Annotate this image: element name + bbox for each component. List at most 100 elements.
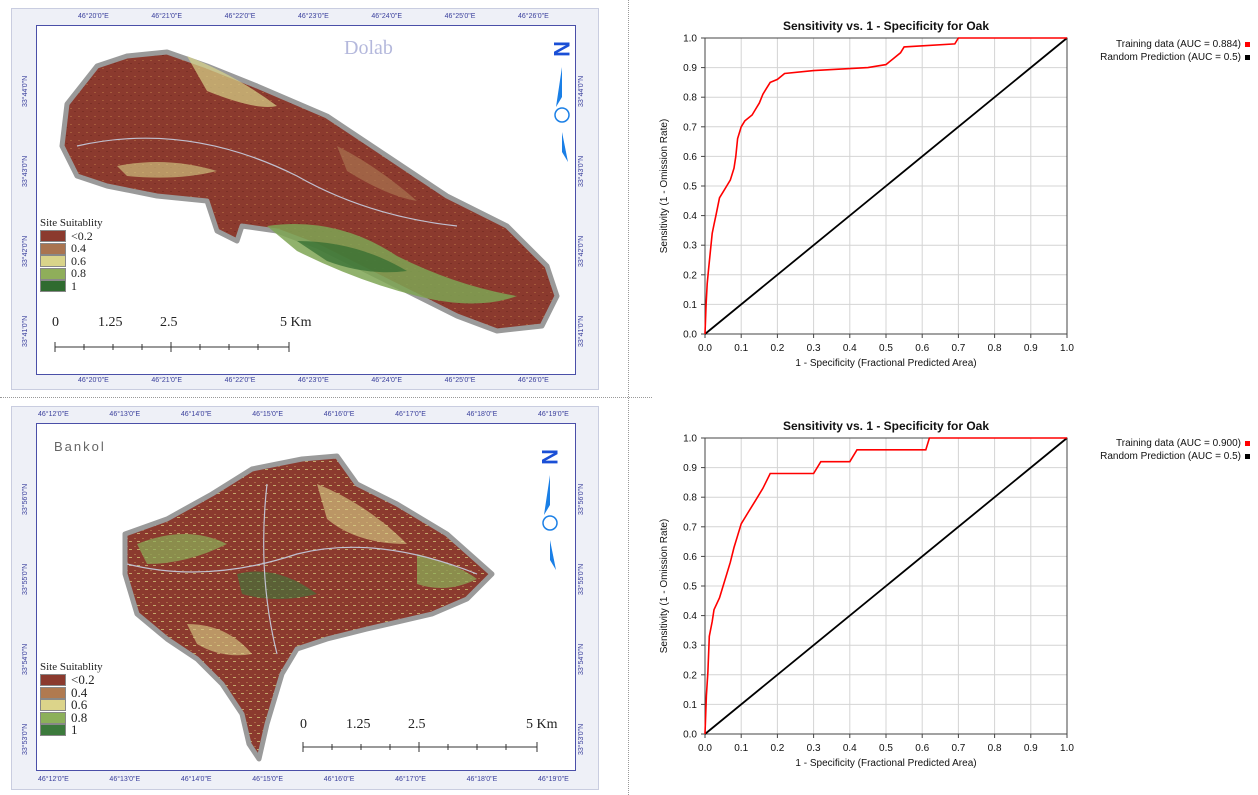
scale-label: 2.5 bbox=[160, 315, 178, 330]
coordinate-label: 46°24'0"E bbox=[371, 13, 403, 20]
legend-item: 0.4 bbox=[40, 684, 103, 700]
legend-entry: Training data (AUC = 0.900) bbox=[1100, 437, 1250, 450]
y-axis-label: Sensitivity (1 - Omission Rate) bbox=[659, 119, 670, 253]
x-tick-label: 0.3 bbox=[807, 343, 821, 354]
coordinate-label: 46°24'0"E bbox=[371, 377, 403, 384]
y-tick-label: 0.0 bbox=[683, 730, 697, 741]
legend-swatch bbox=[40, 242, 66, 255]
legend-item: 1 bbox=[40, 279, 103, 293]
legend-swatch bbox=[40, 711, 66, 724]
map-bankol-legend: Site Suitablity <0.2 0.4 0.6 0.8 1 bbox=[40, 661, 103, 737]
north-arrow-icon: N bbox=[549, 41, 574, 162]
x-tick-label: 0.1 bbox=[734, 343, 748, 354]
legend-label: <0.2 bbox=[71, 228, 93, 243]
coordinate-label: 46°19'0"E bbox=[538, 776, 569, 783]
coordinate-label: 33°53'0"N bbox=[22, 723, 29, 755]
coordinate-label: 33°41'0"N bbox=[578, 315, 585, 347]
y-tick-label: 0.7 bbox=[683, 522, 697, 533]
y-axis-label: Sensitivity (1 - Omission Rate) bbox=[659, 519, 670, 653]
legend-swatch bbox=[40, 255, 66, 268]
north-arrow-icon: N bbox=[537, 449, 562, 570]
legend-entry: Random Prediction (AUC = 0.5) bbox=[1100, 51, 1250, 64]
svg-text:N: N bbox=[537, 449, 562, 465]
coordinate-label: 33°56'0"N bbox=[578, 483, 585, 515]
coordinate-label: 33°44'0"N bbox=[22, 75, 29, 107]
x-tick-label: 1.0 bbox=[1060, 743, 1074, 754]
coordinate-label: 46°26'0"E bbox=[518, 377, 549, 384]
x-tick-label: 0.5 bbox=[879, 743, 893, 754]
series-line-training bbox=[704, 437, 1067, 735]
coordinate-label: 33°54'0"N bbox=[578, 643, 585, 675]
coordinate-label: 46°14'0"E bbox=[180, 411, 212, 418]
series-line-random bbox=[704, 437, 1068, 735]
x-tick-label: 0.8 bbox=[988, 343, 1002, 354]
y-tick-label: 1.0 bbox=[683, 434, 697, 445]
coordinate-label: 46°16'0"E bbox=[323, 776, 355, 783]
legend-swatch bbox=[1245, 55, 1250, 60]
coordinate-label: 46°20'0"E bbox=[78, 13, 109, 20]
series-line-training bbox=[704, 37, 1067, 335]
y-tick-label: 0.7 bbox=[683, 122, 697, 133]
legend-label: 1 bbox=[71, 722, 78, 738]
coordinate-label: 46°15'0"E bbox=[252, 411, 284, 418]
map-dolab-frame: Dolab N Site Suitablity <0.2 0.4 0.6 0.8 1 0… bbox=[11, 8, 599, 390]
x-tick-label: 1.0 bbox=[1060, 343, 1074, 354]
scale-label: 1.25 bbox=[346, 717, 371, 732]
legend-item: 0.8 bbox=[40, 709, 103, 725]
legend-swatch bbox=[1245, 441, 1250, 446]
legend-title: Site Suitablity bbox=[40, 661, 103, 673]
legend-label: Training data (AUC = 0.900) bbox=[1116, 438, 1241, 449]
roc-chart-bottom: Sensitivity vs. 1 - Specificity for Oak 0… bbox=[659, 419, 1074, 769]
y-tick-label: 0.3 bbox=[683, 241, 697, 252]
coordinate-label: 46°22'0"E bbox=[224, 377, 256, 384]
roc-bottom-legend: Training data (AUC = 0.900) Random Predic… bbox=[1100, 437, 1250, 463]
chart-title: Sensitivity vs. 1 - Specificity for Oak bbox=[783, 419, 989, 433]
coordinate-label: 46°13'0"E bbox=[109, 411, 141, 418]
map-dolab-neatline bbox=[36, 25, 576, 375]
y-tick-label: 0.6 bbox=[683, 152, 697, 163]
legend-label: Random Prediction (AUC = 0.5) bbox=[1100, 451, 1241, 462]
scale-label: 2.5 bbox=[408, 717, 426, 732]
map-bankol-neatline bbox=[36, 423, 576, 771]
legend-label: 0.4 bbox=[71, 684, 88, 700]
coordinate-label: 46°20'0"E bbox=[78, 377, 109, 384]
legend-item: 0.6 bbox=[40, 254, 103, 268]
coordinate-label: 46°23'0"E bbox=[298, 377, 329, 384]
legend-item: 0.8 bbox=[40, 266, 103, 280]
x-tick-label: 0.0 bbox=[698, 343, 712, 354]
y-tick-label: 0.5 bbox=[683, 582, 697, 593]
x-tick-label: 0.5 bbox=[879, 343, 893, 354]
x-tick-label: 0.4 bbox=[843, 743, 857, 754]
coordinate-label: 46°12'0"E bbox=[38, 776, 69, 783]
y-tick-label: 0.6 bbox=[683, 552, 697, 563]
legend-label: 0.8 bbox=[71, 709, 88, 725]
y-tick-label: 0.5 bbox=[683, 182, 697, 193]
map-bankol-frame: Bankol N Site Suitablity <0.2 0.4 0.6 0.8 1 … bbox=[11, 406, 599, 790]
coordinate-label: 33°43'0"N bbox=[578, 155, 585, 187]
x-tick-label: 0.1 bbox=[734, 743, 748, 754]
y-tick-label: 0.2 bbox=[683, 270, 697, 281]
coordinate-label: 33°44'0"N bbox=[578, 75, 585, 107]
legend-swatch bbox=[1245, 42, 1250, 47]
plot-border bbox=[704, 37, 1068, 335]
coordinate-label: 46°18'0"E bbox=[466, 776, 498, 783]
coordinate-label: 33°55'0"N bbox=[578, 563, 585, 595]
y-tick-label: 0.4 bbox=[683, 211, 697, 222]
legend-swatch bbox=[40, 724, 66, 737]
x-tick-label: 0.2 bbox=[770, 343, 784, 354]
scale-label: 5 Km bbox=[526, 717, 558, 732]
coordinate-label: 46°16'0"E bbox=[323, 411, 355, 418]
map-dolab-scalebar: 0 1.25 2.5 5 Km bbox=[48, 315, 328, 355]
x-tick-label: 0.4 bbox=[843, 343, 857, 354]
svg-text:N: N bbox=[549, 41, 574, 57]
map-dolab-legend: Site Suitablity <0.2 0.4 0.6 0.8 1 bbox=[40, 217, 103, 293]
legend-item: 0.6 bbox=[40, 697, 103, 712]
x-tick-label: 0.8 bbox=[988, 743, 1002, 754]
legend-swatch bbox=[40, 230, 66, 243]
legend-swatch bbox=[40, 686, 66, 699]
coordinate-label: 46°25'0"E bbox=[444, 377, 476, 384]
legend-title: Site Suitablity bbox=[40, 217, 103, 229]
y-tick-label: 0.1 bbox=[683, 300, 697, 311]
map-bankol-image bbox=[122, 453, 495, 762]
y-tick-label: 0.8 bbox=[683, 93, 697, 104]
